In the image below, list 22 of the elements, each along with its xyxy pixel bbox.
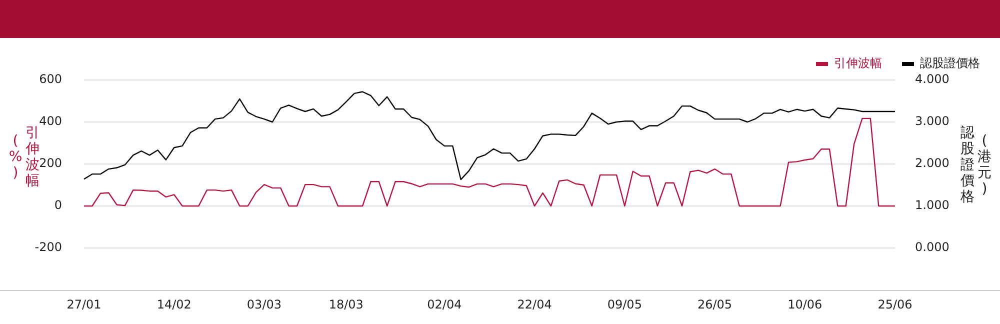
y-tick-label: 200 [39,156,62,170]
x-tick-label: 03/03 [246,297,282,312]
legend-label: 認股證價格 [920,56,980,70]
y-tick-label: 400 [39,114,62,128]
y-tick-label: 0 [54,198,62,212]
y-tick-label: 600 [39,72,62,86]
y2-tick-label: 3.000 [915,114,950,128]
x-tick-label: 22/04 [517,297,552,312]
x-tick-label: 18/03 [328,297,364,312]
y2-tick-label: 4.000 [915,72,950,86]
y2-tick-label: 1.000 [915,198,950,212]
legend-label: 引伸波幅 [834,56,882,70]
x-tick-label: 09/05 [607,297,642,312]
x-tick-label: 26/05 [697,297,732,312]
x-tick-label: 27/01 [66,297,102,312]
x-tick-label: 14/02 [156,297,192,312]
x-tick-label: 10/06 [788,297,822,312]
x-tick-label: 25/06 [878,297,912,312]
y-tick-label: -200 [34,240,62,254]
x-tick-label: 02/04 [427,297,462,312]
y2-tick-label: 0.000 [915,240,950,254]
y2-tick-label: 2.000 [915,156,950,170]
